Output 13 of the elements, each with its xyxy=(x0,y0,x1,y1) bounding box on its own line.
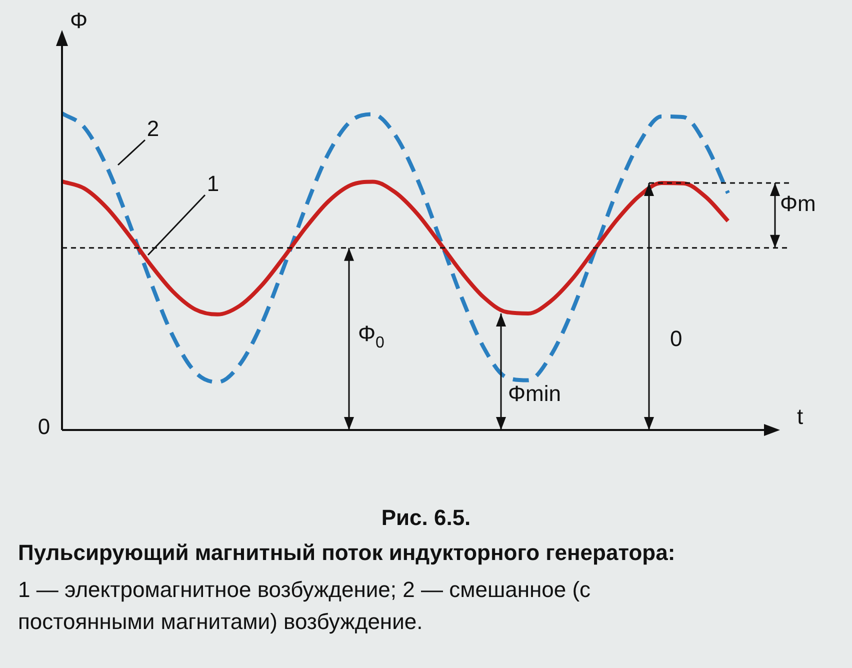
annotation: 2 xyxy=(146,116,160,142)
text: Φ xyxy=(358,321,376,346)
annotation: 0 xyxy=(670,326,682,352)
annotation: Φmin xyxy=(508,381,562,406)
annotation: 1 xyxy=(206,171,220,196)
y-axis-title: Φ xyxy=(70,8,88,34)
x-axis-title: t xyxy=(796,404,804,430)
annotation: 0 xyxy=(376,334,385,352)
text: Φm xyxy=(780,191,816,216)
text: 0 xyxy=(38,414,50,440)
text: Рис. 6.5. xyxy=(380,505,472,531)
text: Пульсирующий магнитный поток индукторного генератора: xyxy=(18,540,676,566)
text: 1 — электромагнитное возбуждение; 2 — смешанное (с постоянными магнитами) возбуждение. xyxy=(18,576,592,636)
